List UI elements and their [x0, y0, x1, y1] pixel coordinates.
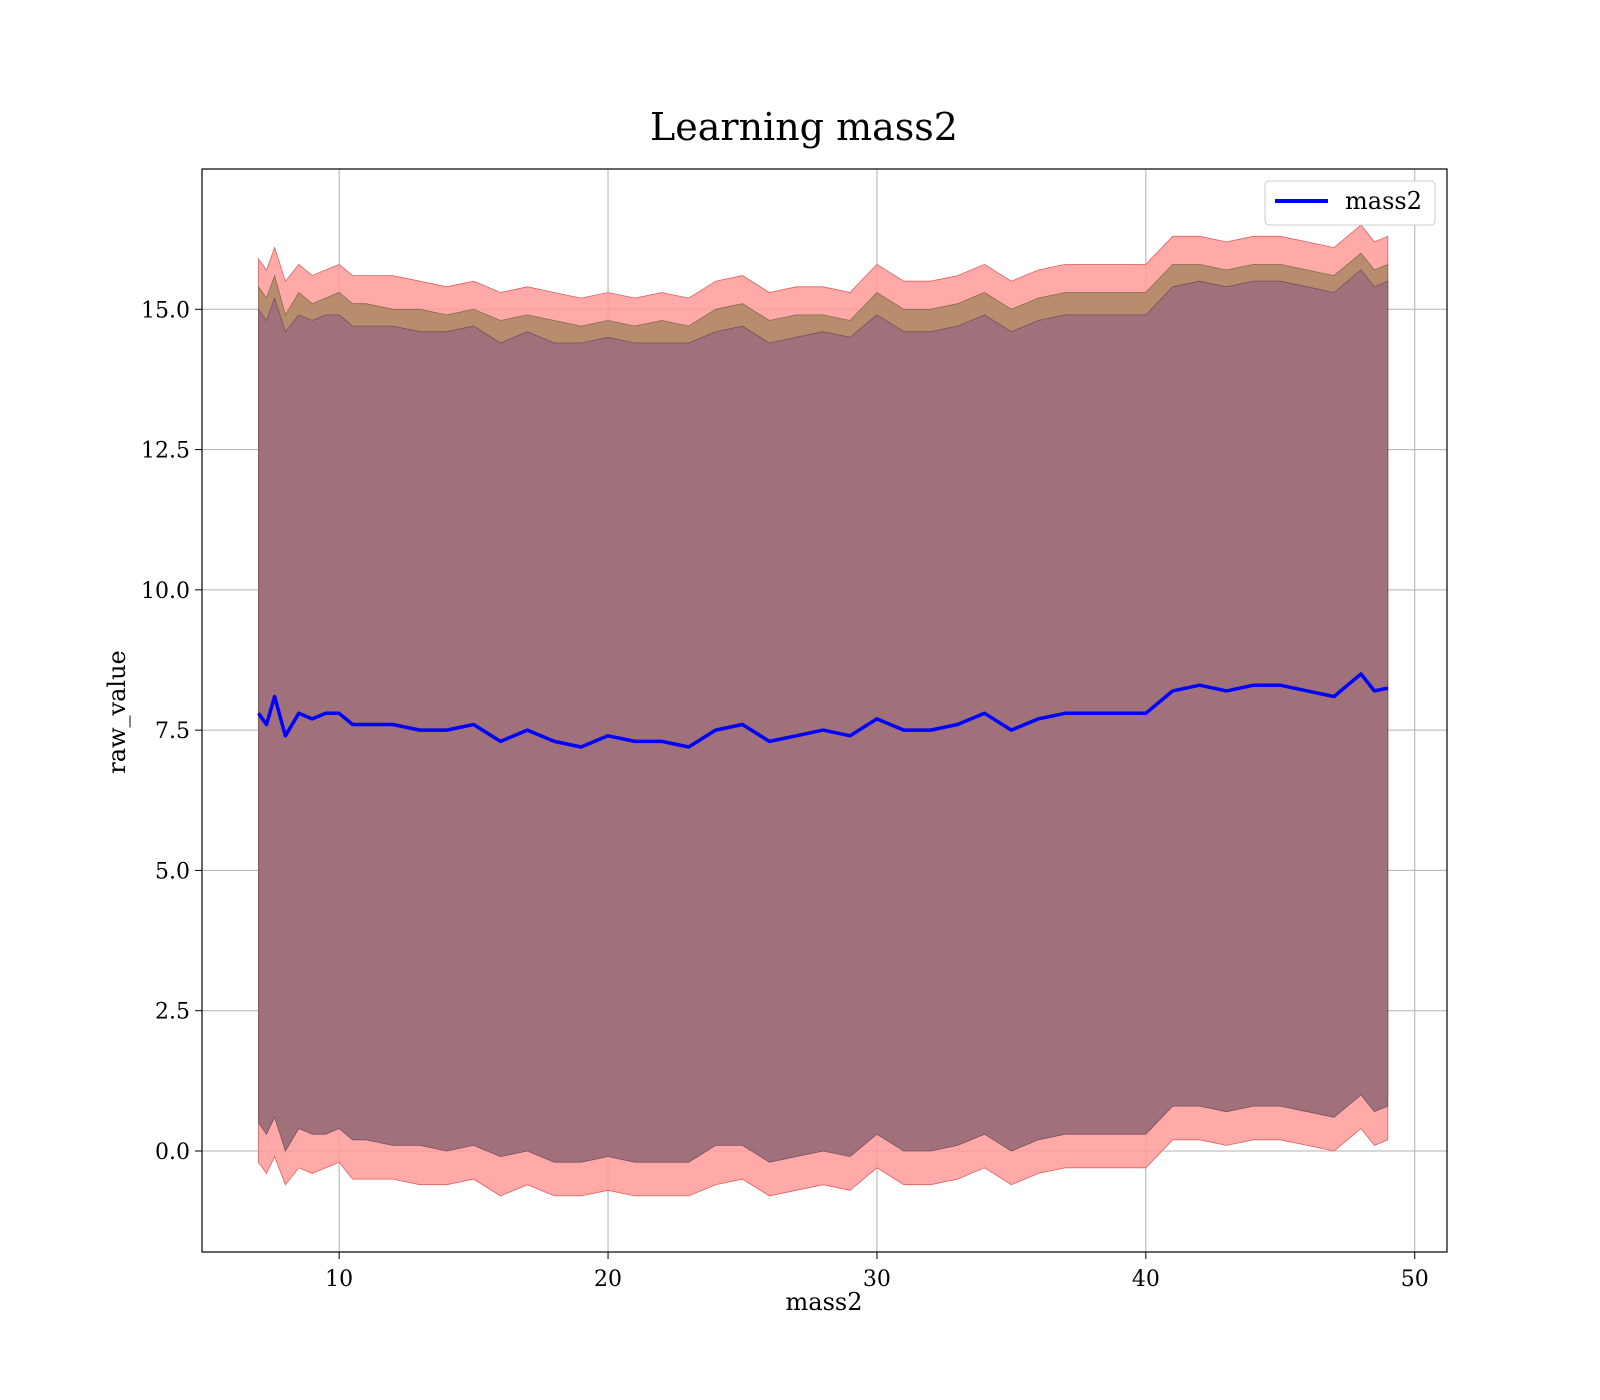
legend-entry-label: mass2 [1345, 187, 1422, 215]
y-axis-label: raw_value [103, 650, 131, 774]
x-axis-ticks: 10 20 30 40 50 [325, 1252, 1429, 1292]
chart-title: Learning mass2 [650, 105, 958, 149]
x-tick-label: 30 [863, 1267, 891, 1292]
legend: mass2 [1264, 180, 1436, 226]
x-tick-label: 20 [594, 1267, 622, 1292]
y-tick-label: 12.5 [141, 439, 190, 464]
y-tick-label: 15.0 [141, 298, 190, 323]
x-tick-label: 40 [1132, 1267, 1160, 1292]
y-tick-label: 10.0 [141, 579, 190, 604]
x-tick-label: 10 [325, 1267, 353, 1292]
series-line-mass2 [257, 672, 1389, 749]
y-tick-label: 7.5 [155, 719, 190, 744]
y-tick-label: 2.5 [155, 1000, 190, 1025]
inner-band-area [258, 269, 1389, 1163]
y-tick-label: 0.0 [155, 1140, 190, 1165]
x-axis-label: mass2 [786, 1288, 863, 1316]
legend-box [1264, 180, 1436, 226]
y-tick-label: 5.0 [155, 859, 190, 884]
x-tick-label: 50 [1401, 1267, 1429, 1292]
plot-frame [201, 168, 1448, 1253]
y-axis-ticks: 0.0 2.5 5.0 7.5 10.0 12.5 15.0 [141, 298, 202, 1165]
series-lines [257, 672, 1389, 749]
confidence-bands [258, 224, 1389, 1197]
